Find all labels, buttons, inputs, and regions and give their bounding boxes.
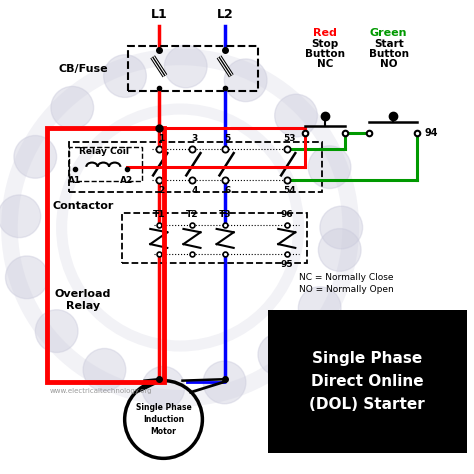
- Circle shape: [14, 136, 56, 178]
- Text: 96: 96: [281, 210, 293, 219]
- Text: Start: Start: [374, 39, 403, 49]
- Text: Relay: Relay: [66, 301, 100, 311]
- Text: L1: L1: [150, 9, 167, 21]
- Text: 5: 5: [224, 134, 231, 143]
- Circle shape: [6, 256, 48, 299]
- Circle shape: [36, 310, 78, 353]
- Text: Button: Button: [369, 49, 409, 59]
- Text: CB/Fuse: CB/Fuse: [58, 64, 108, 74]
- Bar: [69, 142, 322, 192]
- Text: Single Phase
Induction
Motor: Single Phase Induction Motor: [136, 403, 191, 436]
- Text: A1: A1: [68, 176, 82, 185]
- Circle shape: [320, 206, 363, 249]
- Text: Relay Coil: Relay Coil: [79, 147, 129, 156]
- Text: Contactor: Contactor: [52, 201, 114, 211]
- Text: 53: 53: [283, 134, 295, 143]
- Text: NC = Normally Close: NC = Normally Close: [299, 273, 393, 282]
- Circle shape: [298, 287, 341, 329]
- Bar: [47, 128, 164, 382]
- Bar: [128, 46, 258, 91]
- Text: NO: NO: [380, 59, 397, 69]
- Text: L2: L2: [217, 9, 234, 21]
- Text: 1: 1: [158, 134, 164, 143]
- Text: 54: 54: [283, 186, 295, 195]
- Text: 95: 95: [281, 260, 293, 269]
- Text: T1: T1: [153, 210, 165, 219]
- Bar: [268, 310, 467, 453]
- Text: 4: 4: [191, 186, 198, 195]
- Text: 94: 94: [424, 128, 438, 138]
- Text: Green: Green: [370, 28, 408, 38]
- Circle shape: [164, 45, 207, 88]
- Text: 3: 3: [191, 134, 198, 143]
- Circle shape: [308, 146, 351, 189]
- Circle shape: [0, 195, 41, 237]
- Bar: [69, 147, 142, 181]
- Circle shape: [203, 361, 246, 404]
- Text: 2: 2: [158, 186, 164, 195]
- Circle shape: [258, 333, 301, 376]
- Text: 6: 6: [224, 186, 231, 195]
- Circle shape: [319, 228, 361, 271]
- Text: Red: Red: [313, 28, 337, 38]
- Circle shape: [83, 348, 126, 391]
- Text: NO = Normally Open: NO = Normally Open: [299, 285, 393, 293]
- Text: Stop: Stop: [311, 39, 338, 49]
- Circle shape: [275, 94, 318, 137]
- Text: A2: A2: [120, 176, 134, 185]
- Bar: [122, 213, 307, 263]
- Text: Single Phase
Direct Online
(DOL) Starter: Single Phase Direct Online (DOL) Starter: [310, 351, 425, 412]
- Text: T2: T2: [186, 210, 198, 219]
- Circle shape: [142, 366, 184, 409]
- Circle shape: [224, 59, 267, 101]
- Circle shape: [104, 55, 146, 98]
- Text: NC: NC: [317, 59, 333, 69]
- Text: T3: T3: [219, 210, 231, 219]
- Text: www.electricaltechnology.org: www.electricaltechnology.org: [50, 388, 152, 394]
- Text: Overload: Overload: [55, 289, 111, 299]
- Text: Button: Button: [305, 49, 345, 59]
- Circle shape: [51, 86, 93, 129]
